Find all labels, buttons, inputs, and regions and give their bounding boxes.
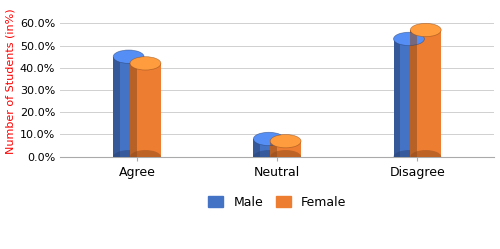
Ellipse shape (394, 150, 424, 163)
Ellipse shape (130, 150, 161, 163)
Legend: Male, Female: Male, Female (204, 191, 351, 214)
Ellipse shape (113, 150, 144, 163)
Bar (410, 30, 441, 157)
Ellipse shape (130, 57, 161, 70)
Bar (410, 30, 417, 157)
Bar (394, 39, 424, 157)
Bar (270, 141, 301, 157)
Ellipse shape (394, 32, 424, 46)
Bar (394, 39, 400, 157)
Y-axis label: Number of Students (in%): Number of Students (in%) (6, 8, 16, 154)
Ellipse shape (270, 150, 301, 163)
Bar (113, 57, 144, 157)
Ellipse shape (254, 150, 284, 163)
Ellipse shape (254, 132, 284, 146)
Bar (130, 63, 137, 157)
Bar (130, 63, 161, 157)
Ellipse shape (410, 23, 441, 37)
Bar (113, 57, 120, 157)
Ellipse shape (410, 150, 441, 163)
Bar (254, 139, 284, 157)
Bar (270, 141, 277, 157)
Ellipse shape (113, 50, 144, 63)
Ellipse shape (270, 134, 301, 148)
Bar (254, 139, 260, 157)
